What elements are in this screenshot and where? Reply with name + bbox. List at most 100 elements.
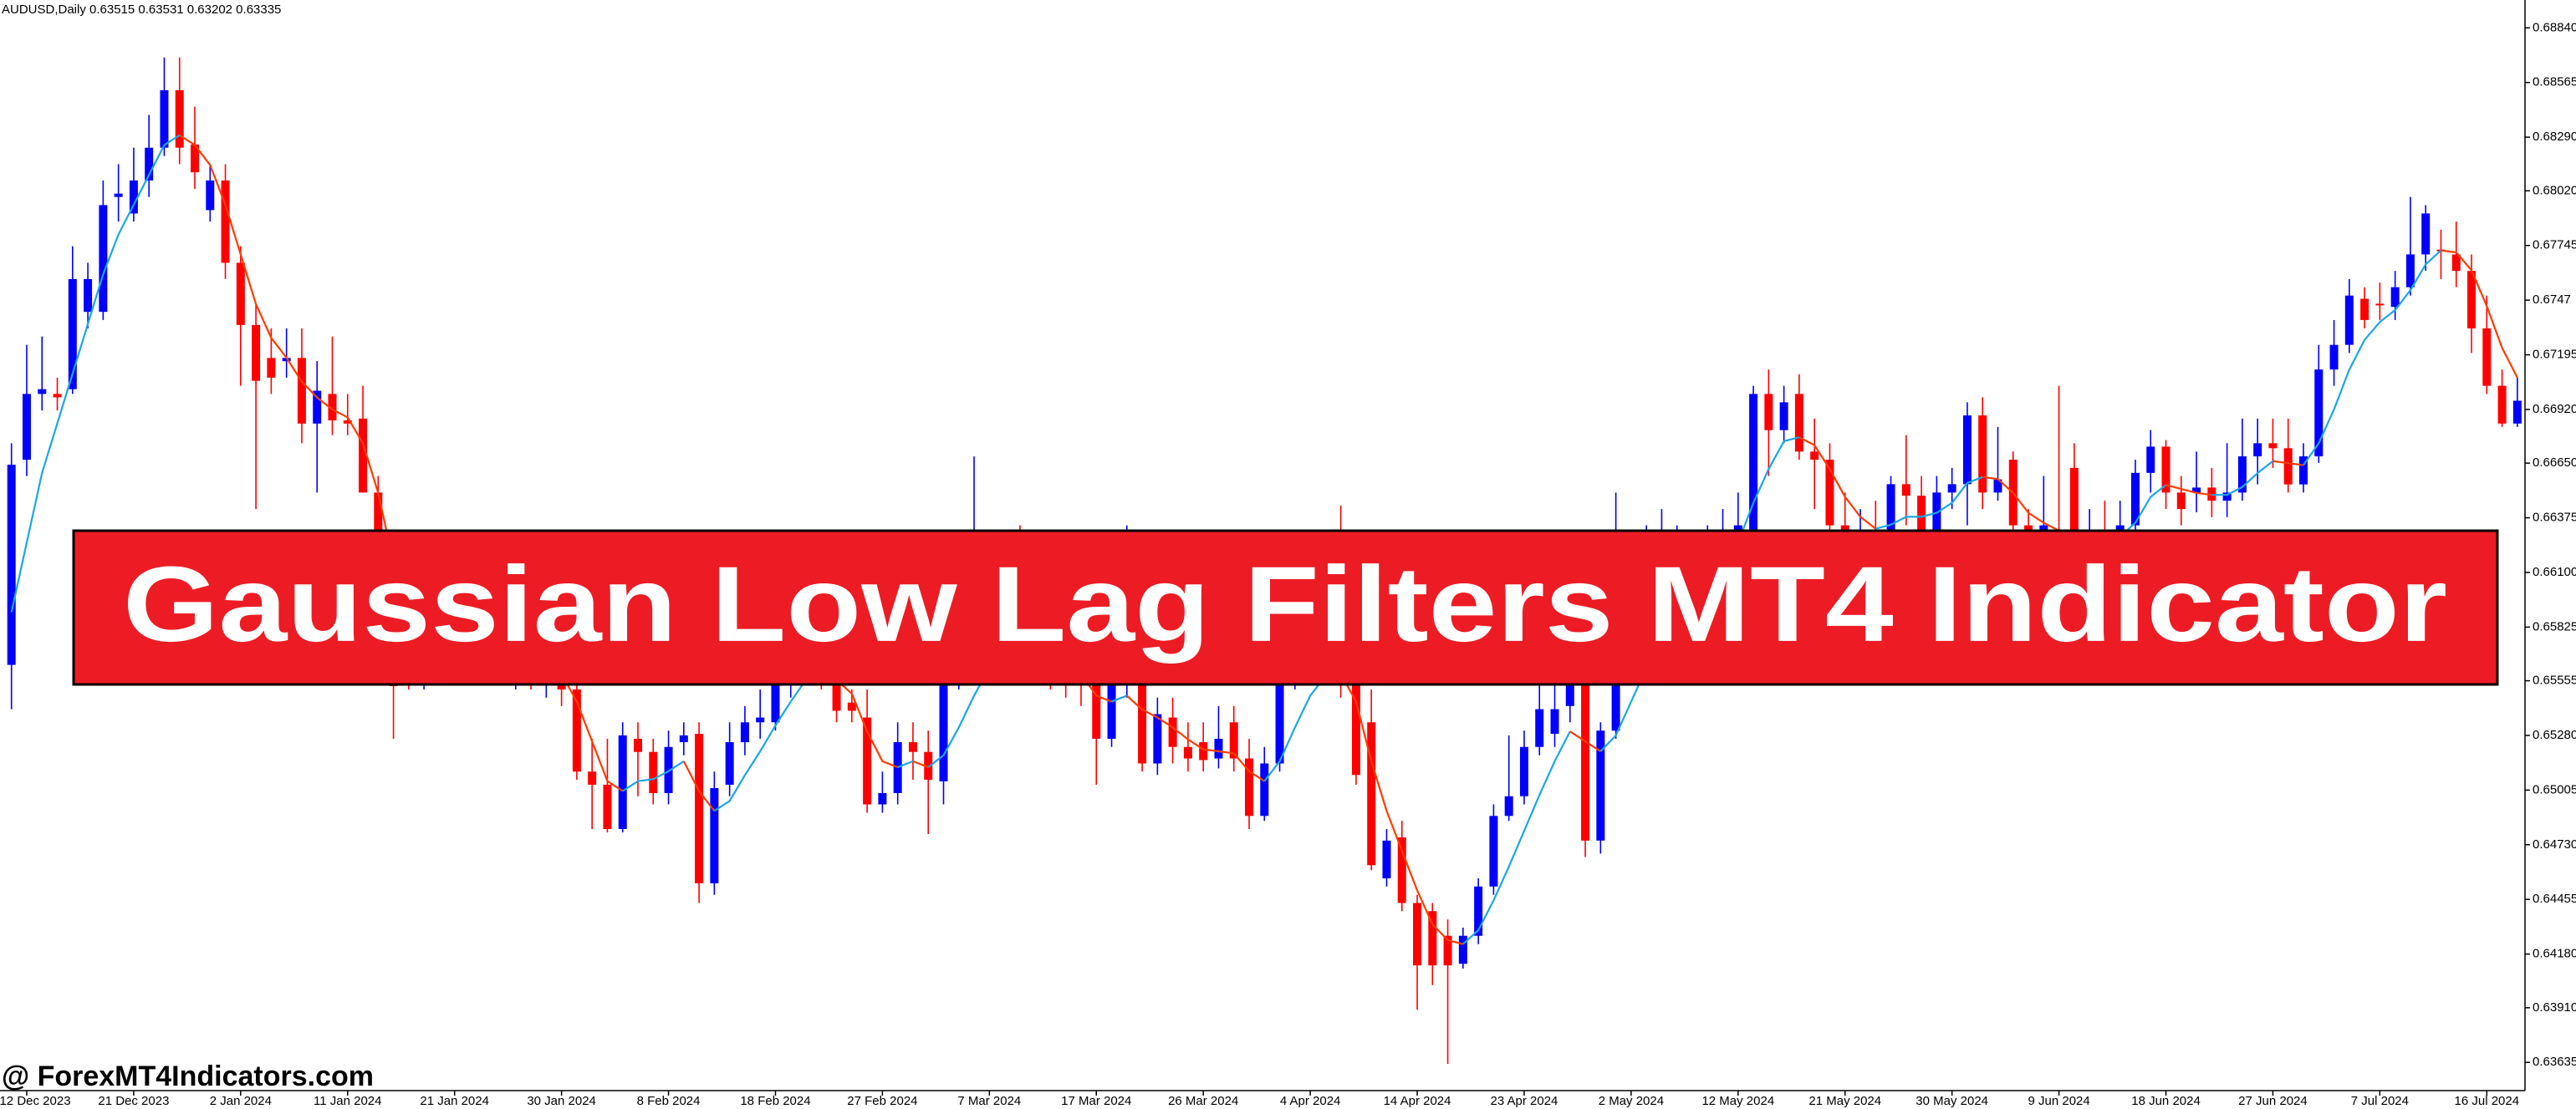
candle-body — [2222, 492, 2232, 501]
filter-line — [1126, 694, 1265, 782]
candle-body — [924, 751, 933, 781]
chart-header: AUDUSD,Daily 0.63515 0.63531 0.63202 0.6… — [2, 3, 281, 17]
filter-line — [1339, 673, 1464, 945]
candle-body — [99, 205, 108, 313]
y-tick-label: 0.66100 — [2533, 565, 2576, 579]
candle-body — [2192, 487, 2201, 493]
filter-line — [912, 760, 929, 769]
candle-body — [2467, 271, 2477, 328]
candle-body — [313, 390, 322, 424]
candle-body — [847, 702, 856, 711]
banner-title: Gaussian Low Lag Filters MT4 Indicator — [123, 545, 2447, 664]
y-tick-label: 0.68840 — [2533, 20, 2576, 34]
candle-body — [1245, 758, 1254, 816]
candle-body — [175, 89, 184, 148]
candle-body — [2512, 400, 2522, 424]
candle-body — [1092, 684, 1101, 740]
y-tick-label: 0.68565 — [2533, 75, 2576, 89]
candle-body — [1168, 717, 1177, 747]
y-tick-label: 0.67195 — [2533, 348, 2576, 362]
filter-line — [2303, 249, 2442, 466]
candle-body — [1810, 451, 1819, 460]
x-tick-label: 12 Dec 2023 — [0, 1094, 71, 1108]
candle-body — [1550, 709, 1559, 735]
candle-body — [1932, 492, 1941, 542]
candle-body — [1458, 935, 1467, 964]
x-tick-label: 21 Dec 2023 — [98, 1094, 169, 1108]
x-tick-label: 21 Jan 2024 — [420, 1094, 489, 1108]
candle-body — [1519, 746, 1528, 796]
candle-body — [2390, 287, 2400, 308]
y-tick-label: 0.66375 — [2533, 511, 2576, 525]
filter-line — [682, 761, 716, 812]
candle-body — [1917, 496, 1926, 542]
filter-line — [1798, 436, 1876, 530]
candle-body — [878, 792, 887, 805]
candle-body — [1535, 709, 1544, 747]
filter-line — [2441, 249, 2518, 379]
candle-body — [2268, 443, 2278, 449]
candle-body — [1214, 739, 1223, 759]
x-tick-label: 17 Mar 2024 — [1061, 1094, 1131, 1108]
candle-body — [1596, 730, 1605, 841]
candle-body — [328, 394, 337, 421]
candle-body — [1443, 935, 1452, 966]
y-tick-label: 0.65005 — [2533, 782, 2576, 796]
candle-body — [2421, 213, 2431, 255]
x-tick-label: 12 May 2024 — [1701, 1094, 1774, 1108]
candle-body — [2344, 295, 2354, 345]
candle-body — [114, 193, 123, 197]
candle-body — [2329, 344, 2339, 370]
filter-line — [1569, 730, 1601, 752]
x-tick-label: 30 Jan 2024 — [527, 1094, 596, 1108]
candle-body — [191, 144, 200, 173]
candle-body — [84, 278, 93, 313]
candle-body — [53, 394, 62, 398]
filter-line — [1462, 730, 1571, 945]
candle-body — [695, 734, 704, 883]
y-tick-label: 0.64455 — [2533, 892, 2576, 906]
y-tick-label: 0.66920 — [2533, 402, 2576, 416]
candle-body — [1565, 684, 1574, 706]
y-tick-label: 0.65555 — [2533, 674, 2576, 688]
x-tick-label: 14 Apr 2024 — [1384, 1094, 1451, 1108]
candle-body — [1901, 484, 1910, 496]
candle-body — [1183, 746, 1192, 759]
x-tick-label: 7 Jul 2024 — [2351, 1094, 2409, 1108]
candle-body — [725, 742, 734, 785]
candle-body — [1260, 763, 1269, 816]
candle-body — [1611, 656, 1620, 731]
y-tick-label: 0.68020 — [2533, 183, 2576, 197]
filter-line — [897, 760, 914, 769]
x-tick-label: 8 Feb 2024 — [637, 1094, 701, 1108]
candle-body — [2360, 298, 2369, 320]
candle-body — [1428, 911, 1437, 966]
candle-body — [297, 358, 306, 424]
filter-line — [1875, 476, 1983, 530]
candle-body — [908, 742, 917, 752]
candle-body — [2283, 448, 2293, 485]
x-tick-label: 26 Mar 2024 — [1168, 1094, 1238, 1108]
candle-body — [145, 147, 154, 181]
candle-body — [2237, 456, 2247, 493]
x-tick-label: 7 Mar 2024 — [957, 1094, 1021, 1108]
y-tick-label: 0.64730 — [2533, 837, 2576, 852]
candle-body — [893, 742, 902, 793]
candle-body — [2375, 303, 2385, 306]
candle-body — [2253, 443, 2262, 457]
candle-body — [740, 722, 749, 743]
x-tick-label: 16 Jul 2024 — [2455, 1094, 2520, 1108]
candle-body — [343, 420, 352, 424]
candle-body — [1794, 394, 1803, 452]
candle-body — [2314, 369, 2324, 457]
watermark: @ ForexMT4Indicators.com — [2, 1061, 374, 1092]
candle-body — [1581, 684, 1590, 841]
candle-body — [1764, 394, 1773, 430]
candle-body — [1825, 460, 1834, 526]
y-tick-label: 0.6747 — [2533, 293, 2571, 307]
plot-area — [7, 57, 2522, 1065]
x-tick-label: 27 Feb 2024 — [847, 1094, 917, 1108]
filter-line — [10, 134, 181, 613]
candle-body — [206, 180, 215, 211]
